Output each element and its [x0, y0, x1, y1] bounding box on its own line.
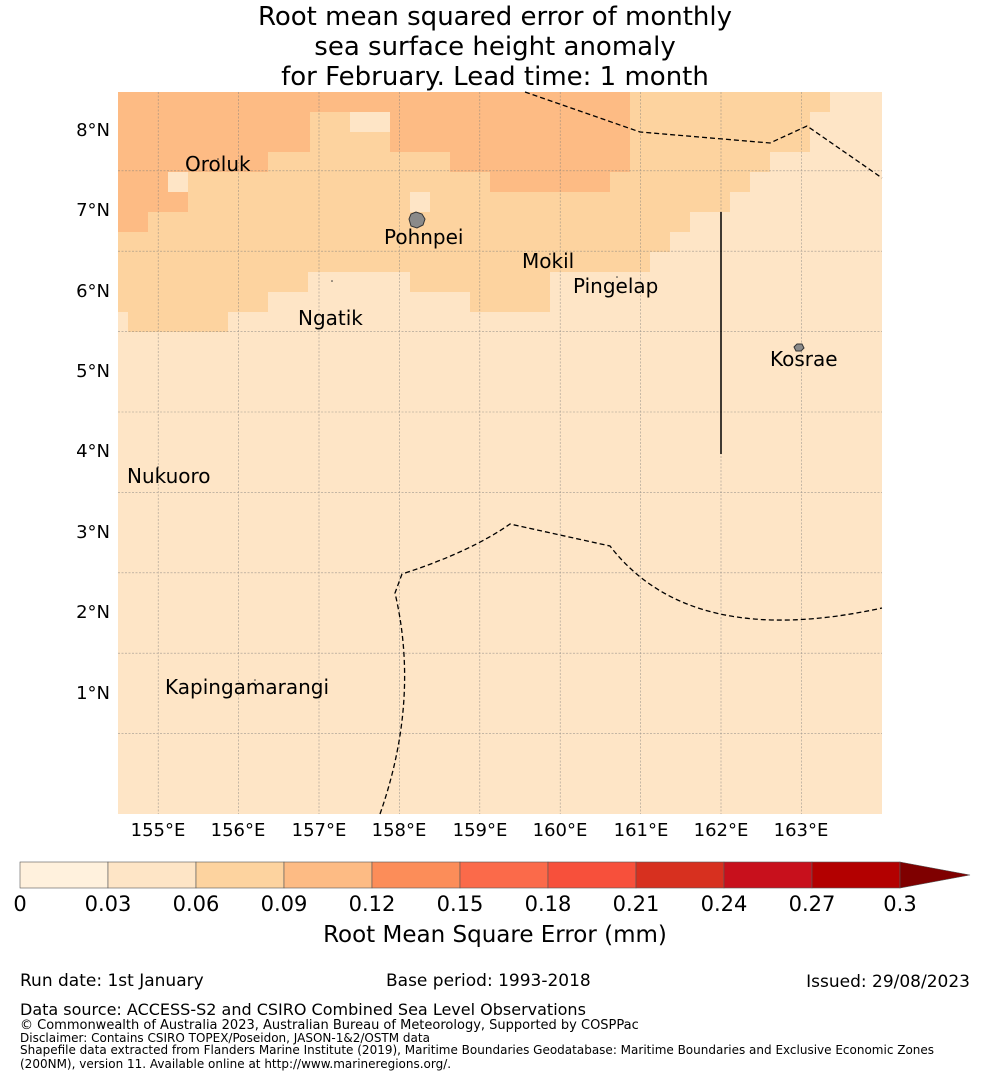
rmse-cell-light: [410, 192, 430, 212]
title-line-1: Root mean squared error of monthly: [257, 2, 733, 32]
lon-label-159e: 159°E: [452, 820, 508, 841]
lon-label-158e: 158°E: [371, 820, 427, 841]
chart-title: Root mean squared error of monthly sea s…: [0, 2, 990, 92]
lat-label-8n: 8°N: [76, 120, 110, 141]
pohnpei-island: [408, 211, 426, 229]
colorbar-tick: 0.3: [883, 892, 917, 916]
title-line-3: for February. Lead time: 1 month: [281, 62, 709, 92]
colorbar-tick: 0.24: [700, 892, 748, 916]
title-line-2: sea surface height anomaly: [314, 32, 676, 62]
colorbar-segment: [723, 861, 813, 889]
rmse-field: [118, 92, 882, 814]
island-dot: [217, 158, 219, 160]
island-dot: [331, 280, 333, 282]
eez-boundary-south: [379, 523, 883, 815]
lat-label-5n: 5°N: [76, 361, 110, 382]
colorbar-tick: 0.06: [172, 892, 220, 916]
colorbar-segment: [107, 861, 197, 889]
base-period: Base period: 1993-2018: [386, 971, 591, 991]
shapefile-text-2: (200NM), version 11. Available online at…: [20, 1057, 452, 1071]
colorbar-segment: [195, 861, 285, 889]
disclaimer-text: Disclaimer: Contains CSIRO TOPEX/Poseido…: [20, 1031, 430, 1045]
lat-label-2n: 2°N: [76, 602, 110, 623]
lat-label-4n: 4°N: [76, 441, 110, 462]
data-source: Data source: ACCESS-S2 and CSIRO Combine…: [20, 1000, 586, 1019]
colorbar-tick: 0.09: [260, 892, 308, 916]
colorbar-tick: 0.21: [612, 892, 660, 916]
colorbar-tick: 0.15: [436, 892, 484, 916]
shapefile-text-1: Shapefile data extracted from Flanders M…: [20, 1043, 935, 1057]
issued-date: Issued: 29/08/2023: [806, 972, 970, 992]
colorbar: [19, 861, 971, 889]
run-date: Run date: 1st January: [20, 971, 204, 991]
place-kosrae: Kosrae: [770, 347, 838, 371]
eez-boundaries: [379, 91, 883, 815]
colorbar-tick: 0.18: [524, 892, 572, 916]
colorbar-segment: [635, 861, 725, 889]
eez-boundary-north: [524, 91, 883, 179]
colorbar-segment: [371, 861, 461, 889]
lon-label-155e: 155°E: [130, 820, 186, 841]
colorbar-segment: [283, 861, 373, 889]
lon-label-160e: 160°E: [532, 820, 588, 841]
copyright-text: © Commonwealth of Australia 2023, Austra…: [20, 1018, 639, 1033]
place-pohnpei: Pohnpei: [384, 225, 464, 249]
rmse-cell-light: [350, 112, 390, 132]
kosrae-island: [793, 343, 805, 352]
lat-label-3n: 3°N: [76, 522, 110, 543]
lon-label-161e: 161°E: [613, 820, 669, 841]
rmse-cell-light: [168, 172, 188, 192]
lat-label-6n: 6°N: [76, 281, 110, 302]
rmse-band-09-12: [118, 92, 630, 232]
island-dot: [254, 679, 256, 681]
lat-label-1n: 1°N: [76, 683, 110, 704]
lat-label-7n: 7°N: [76, 200, 110, 221]
place-mokil: Mokil: [522, 249, 575, 273]
colorbar-tick: 0.12: [348, 892, 396, 916]
colorbar-tick: 0.03: [84, 892, 132, 916]
map-gridlines: [118, 92, 882, 814]
place-ngatik: Ngatik: [298, 306, 363, 330]
rmse-band-06-09: [118, 92, 830, 332]
colorbar-segment: [811, 861, 901, 889]
colorbar-segment: [459, 861, 549, 889]
colorbar-segment: [547, 861, 637, 889]
lon-label-163e: 163°E: [773, 820, 829, 841]
colorbar-tick: 0: [13, 892, 27, 916]
island-dot: [157, 466, 159, 468]
colorbar-label: Root Mean Square Error (mm): [323, 922, 667, 948]
place-pingelap: Pingelap: [573, 274, 659, 298]
colorbar-segment: [19, 861, 109, 889]
place-nukuoro: Nukuoro: [127, 464, 211, 488]
island-dot: [549, 253, 551, 255]
place-kapingamarangi: Kapingamarangi: [165, 675, 330, 699]
lon-label-156e: 156°E: [210, 820, 266, 841]
colorbar-tick: 0.27: [788, 892, 836, 916]
colorbar-extend-arrow: [899, 861, 971, 889]
island-dot: [616, 276, 618, 278]
lon-label-162e: 162°E: [693, 820, 749, 841]
lon-label-157e: 157°E: [291, 820, 347, 841]
place-oroluk: Oroluk: [185, 152, 251, 176]
